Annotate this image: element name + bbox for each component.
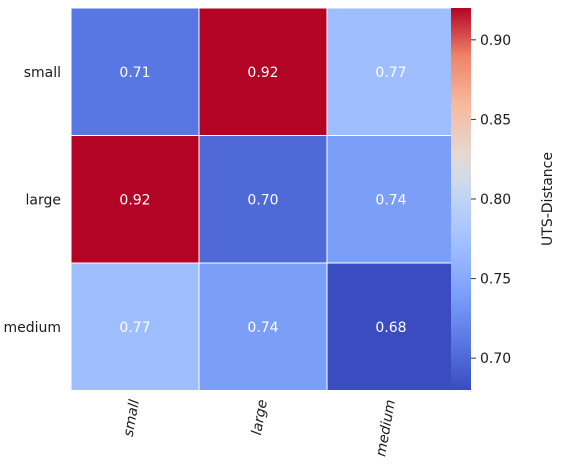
heatmap-cell-r2-c2 [326,262,456,391]
colorbar: 0.70 0.75 0.80 0.85 0.90 [451,8,511,390]
colorbar-label: UTS-Distance [540,152,556,246]
cell-value-r0-c0: 0.71 [119,65,150,81]
cell-value-r1-c1: 0.70 [247,192,278,208]
column-labels: small large medium [121,398,399,458]
heatmap-cell-r1-c0 [70,135,200,264]
cell-value-r2-c2: 0.68 [375,320,406,336]
colorbar-tick-label-3: 0.85 [480,112,511,128]
cell-value-r2-c0: 0.77 [119,320,150,336]
heatmap-cell-r0-c1 [198,7,328,136]
cell-value-r0-c1: 0.92 [247,65,278,81]
cell-value-r2-c1: 0.74 [247,320,278,336]
cell-value-r1-c2: 0.74 [375,192,406,208]
heatmap-cells: 0.71 0.92 0.77 0.92 0.70 0.74 0.77 0.74 0.68 [70,7,456,391]
colorbar-tick-label-4: 0.90 [480,33,511,49]
cell-value-r0-c2: 0.77 [375,65,406,81]
heatmap-cell-r0-c2 [326,7,456,136]
row-label-medium: medium [3,320,61,336]
row-labels: small large medium [3,65,61,336]
heatmap-cell-r2-c1 [198,262,328,391]
cell-value-r1-c0: 0.92 [119,192,150,208]
heatmap-cell-r2-c0 [70,262,200,391]
row-label-small: small [24,65,61,81]
row-label-large: large [26,192,61,208]
heatmap-cell-r1-c1 [198,135,328,264]
colorbar-gradient [451,8,471,390]
heatmap-cell-r1-c2 [326,135,456,264]
column-label-medium: medium [373,398,399,457]
colorbar-tick-label-1: 0.75 [480,272,511,288]
column-label-small: small [121,398,143,438]
column-label-large: large [249,398,271,436]
colorbar-tick-label-0: 0.70 [480,351,511,367]
heatmap-cell-r0-c0 [70,7,200,136]
colorbar-tick-label-2: 0.80 [480,192,511,208]
